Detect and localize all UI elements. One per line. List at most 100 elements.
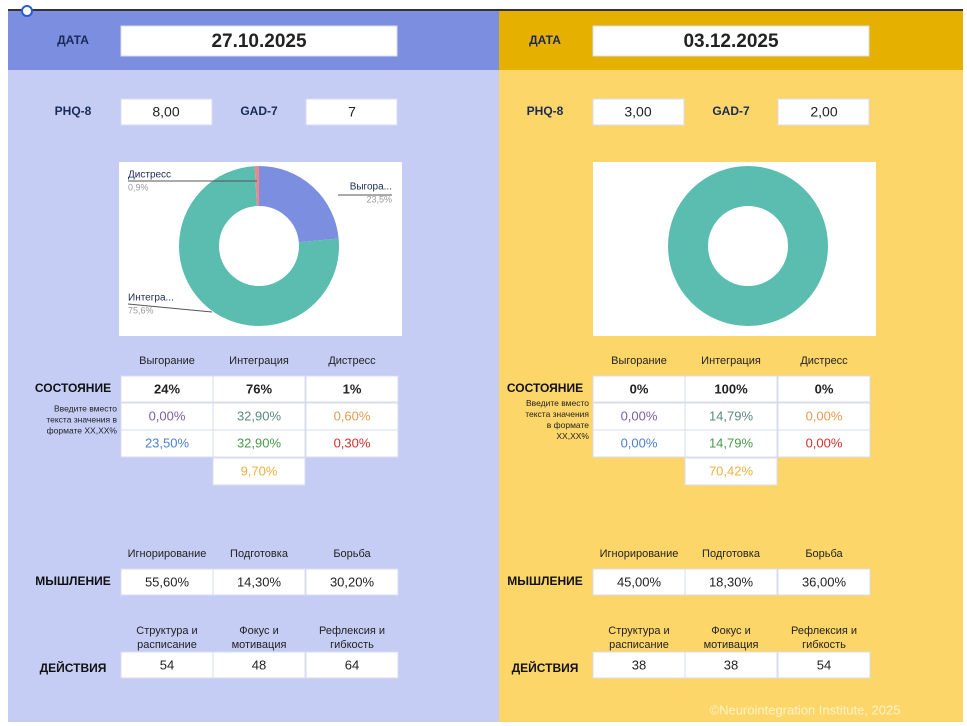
actions-value: 54 xyxy=(160,657,174,672)
note: в формате xyxy=(547,420,590,430)
note: Введите вместо xyxy=(526,398,589,408)
gad-value: 7 xyxy=(348,104,356,120)
column-header: Рефлексия и xyxy=(791,625,857,637)
column-header: Игнорирование xyxy=(128,548,207,560)
left-panel xyxy=(8,10,499,722)
column-header: Дистресс xyxy=(328,355,376,367)
actions-value: 54 xyxy=(817,657,831,672)
column-header: Подготовка xyxy=(702,548,761,560)
state-extra: 9,70% xyxy=(241,463,278,478)
date-label: ДАТА xyxy=(529,33,561,47)
note: формате XX,XX% xyxy=(47,425,118,435)
cell xyxy=(777,429,871,458)
state-detail: 0,00% xyxy=(149,408,186,423)
state-detail: 23,50% xyxy=(145,435,190,450)
cell xyxy=(212,651,306,679)
column-header: Выгорание xyxy=(611,355,667,367)
thinking-value: 30,20% xyxy=(330,574,375,589)
state-detail: 0,00% xyxy=(621,408,658,423)
donut-segment xyxy=(179,166,339,326)
column-header: Игнорирование xyxy=(600,548,679,560)
cell xyxy=(592,25,870,57)
gad-label: GAD-7 xyxy=(240,104,278,118)
cell xyxy=(592,429,686,458)
column-header: расписание xyxy=(609,639,669,651)
donut-segment xyxy=(668,166,828,326)
cell xyxy=(120,375,214,403)
actions-value: 48 xyxy=(252,657,266,672)
actions-value: 38 xyxy=(632,657,646,672)
cell xyxy=(305,651,399,679)
state-detail: 0,00% xyxy=(806,435,843,450)
cell xyxy=(777,651,871,679)
state-detail: 32,90% xyxy=(237,408,282,423)
actions-value: 38 xyxy=(724,657,738,672)
state-value: 100% xyxy=(714,381,748,396)
cell xyxy=(305,568,399,596)
column-header: Интеграция xyxy=(701,355,761,367)
thinking-value: 36,00% xyxy=(802,574,847,589)
column-header: гибкость xyxy=(330,639,374,651)
column-header: расписание xyxy=(137,639,197,651)
section-label: МЫШЛЕНИЕ xyxy=(35,574,111,588)
section-label: ДЕЙСТВИЯ xyxy=(512,660,579,675)
state-value: 1% xyxy=(343,381,362,396)
state-value: 0% xyxy=(815,381,834,396)
note: Введите вместо xyxy=(54,403,117,413)
note: текста значения в xyxy=(46,414,117,424)
column-header: Структура и xyxy=(136,625,197,637)
state-detail: 0,00% xyxy=(806,408,843,423)
gad-label: GAD-7 xyxy=(712,104,750,118)
section-label: ДЕЙСТВИЯ xyxy=(40,660,107,675)
column-header: Интеграция xyxy=(229,355,289,367)
gad-value: 2,00 xyxy=(810,104,837,120)
cell xyxy=(120,98,213,126)
cell xyxy=(777,98,870,126)
cell xyxy=(120,402,214,431)
cell xyxy=(592,375,686,403)
cell xyxy=(684,375,778,403)
column-header: Борьба xyxy=(805,548,843,560)
state-value: 0% xyxy=(630,381,649,396)
column-header: гибкость xyxy=(802,639,846,651)
cell xyxy=(684,429,778,458)
column-header: Рефлексия и xyxy=(319,625,385,637)
thinking-value: 45,00% xyxy=(617,574,662,589)
cell xyxy=(212,375,306,403)
note: текста значения xyxy=(525,409,589,419)
state-detail: 14,79% xyxy=(709,435,754,450)
cell xyxy=(592,98,685,126)
state-detail: 0,30% xyxy=(334,435,371,450)
slice-label: Дистресс xyxy=(128,170,171,181)
cell xyxy=(305,375,399,403)
column-header: мотивация xyxy=(232,639,287,651)
footer: ©Neurointegration Institute, 2025 xyxy=(710,702,901,717)
date-label: ДАТА xyxy=(57,33,89,47)
cell xyxy=(212,568,306,596)
cell xyxy=(684,651,778,679)
cell xyxy=(305,98,398,126)
column-header: мотивация xyxy=(704,639,759,651)
cell xyxy=(777,375,871,403)
phq-label: PHQ-8 xyxy=(55,104,92,118)
section-label: СОСТОЯНИЕ xyxy=(35,381,111,395)
thinking-value: 55,60% xyxy=(145,574,190,589)
state-detail: 0,60% xyxy=(334,408,371,423)
phq-label: PHQ-8 xyxy=(527,104,564,118)
section-label: МЫШЛЕНИЕ xyxy=(507,574,583,588)
slice-label: Выгора... xyxy=(350,182,392,193)
column-header: Структура и xyxy=(608,625,669,637)
cell xyxy=(212,402,306,431)
phq-value: 3,00 xyxy=(624,104,651,120)
column-header: Подготовка xyxy=(230,548,289,560)
cell xyxy=(120,25,398,57)
date: 27.10.2025 xyxy=(211,31,307,52)
cell xyxy=(305,402,399,431)
section-label: СОСТОЯНИЕ xyxy=(507,381,583,395)
right-panel xyxy=(499,10,963,722)
column-header: Фокус и xyxy=(239,625,279,637)
column-header: Выгорание xyxy=(139,355,195,367)
cell xyxy=(120,568,214,596)
slice-value: 23,5% xyxy=(366,194,392,204)
